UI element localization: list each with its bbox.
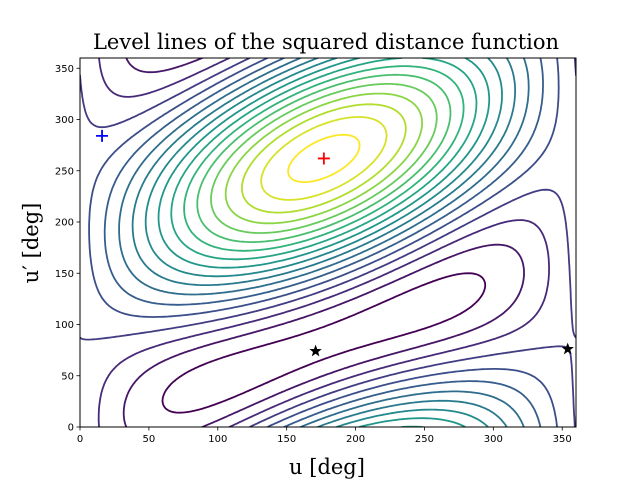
x-tick-label: 250	[415, 434, 434, 445]
x-tick-label: 0	[77, 434, 83, 445]
x-tick-label: 100	[208, 434, 227, 445]
y-tick-label: 150	[55, 269, 74, 280]
y-tick-label: 100	[55, 320, 74, 331]
y-tick-label: 50	[61, 371, 74, 382]
x-axis-label: u [deg]	[289, 455, 365, 479]
y-tick-label: 350	[55, 64, 74, 75]
chart-title: Level lines of the squared distance func…	[93, 30, 559, 54]
y-axis-label: u′ [deg]	[19, 203, 43, 284]
plot-frame	[79, 57, 577, 428]
contour-level-line	[103, 58, 544, 427]
y-tick-label: 0	[68, 423, 74, 434]
maximum-marker	[317, 152, 330, 165]
contour-level-line	[287, 133, 361, 183]
contour-level-line	[224, 92, 423, 225]
minimum-1-marker	[309, 344, 322, 357]
x-tick-label: 50	[143, 434, 156, 445]
x-axis: 0 50 100 150 200 250 300 350	[77, 427, 572, 445]
x-tick-label: 350	[553, 434, 572, 445]
saddle-marker	[96, 129, 109, 142]
x-tick-label: 300	[484, 434, 503, 445]
contour-level-line	[260, 116, 388, 201]
contour-level-line	[183, 65, 465, 252]
y-axis: 0 50 100 150 200 250 300 350	[55, 64, 80, 434]
y-tick-label: 250	[55, 166, 74, 177]
contour-level-line	[241, 103, 407, 214]
contour-level-line	[196, 73, 452, 243]
minimum-2-marker	[561, 342, 574, 355]
x-tick-label: 200	[346, 434, 365, 445]
contour-level-line	[210, 83, 438, 234]
contour-level-line	[80, 58, 576, 427]
contour-level-line	[88, 58, 560, 427]
y-tick-label: 200	[55, 218, 74, 229]
contour-level-line	[122, 58, 525, 427]
contour-lines	[80, 58, 576, 427]
x-tick-label: 150	[277, 434, 296, 445]
y-tick-label: 300	[55, 115, 74, 126]
contour-level-line	[97, 58, 550, 427]
contour-level-line	[161, 272, 487, 414]
contour-level-line	[170, 58, 478, 427]
contour-level-line	[118, 58, 530, 427]
markers	[96, 129, 574, 357]
